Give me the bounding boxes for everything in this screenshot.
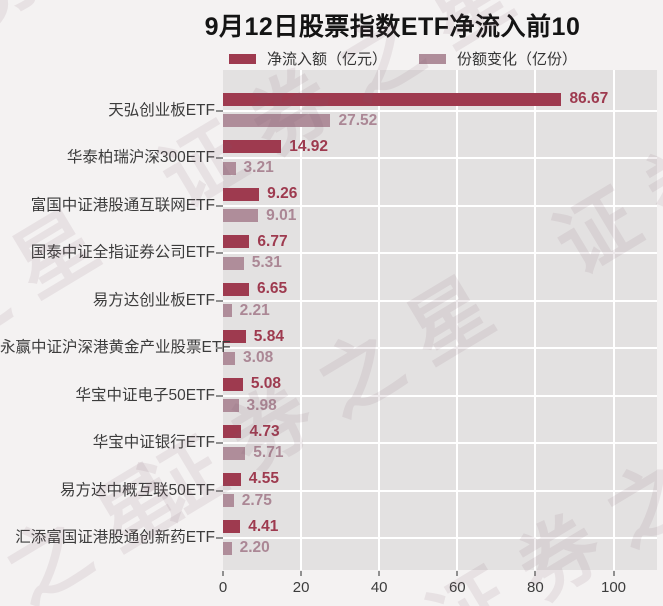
bar-share-change [223,161,236,175]
bar-value-net-inflow: 6.65 [256,280,288,297]
bar-share-change [223,541,232,555]
gridline-horizontal [223,252,657,255]
bar-share-change [223,114,331,127]
y-tick-mark [216,204,223,207]
category-label: 汇添富国证港股通创新药ETF [15,529,215,547]
bar-value-share-change: 3.21 [243,159,274,176]
y-tick-mark [216,252,223,255]
x-tick-label: 80 [527,579,544,596]
bar-value-net-inflow: 4.73 [249,422,280,440]
bar-value-net-inflow: 86.67 [569,90,609,107]
bar-value-share-change: 2.20 [239,539,270,556]
bar-net-inflow [223,235,250,248]
bar-net-inflow [223,140,282,153]
bar-value-net-inflow: 6.77 [257,232,288,250]
category-label: 华泰柏瑞沪深300ETF [66,149,215,167]
gridline-vertical [534,70,537,570]
bar-value-net-inflow: 4.55 [248,470,279,487]
y-tick-mark [216,157,223,160]
gridline-vertical [456,70,459,570]
y-tick-mark [216,347,223,350]
x-tick-mark [300,571,303,576]
bar-value-net-inflow: 4.41 [248,517,279,535]
bar-share-change [223,304,232,317]
x-tick-label: 60 [448,579,466,596]
bar-value-share-change: 3.98 [246,396,277,414]
bar-share-change [223,399,239,412]
legend-item-share-change: 份额变化（亿份） [419,48,577,69]
bar-net-inflow [223,92,562,106]
y-tick-mark [216,299,223,302]
bar-share-change [223,256,244,270]
gridline-vertical [378,70,381,570]
legend-label-share-change: 份额变化（亿份） [457,51,578,68]
x-tick-mark [534,571,537,576]
bar-share-change [223,209,259,222]
y-tick-mark [216,394,223,397]
x-tick-label: 100 [600,579,627,596]
bar-net-inflow [223,472,241,486]
bar-share-change [223,446,246,460]
bar-value-net-inflow: 9.26 [267,185,298,202]
y-tick-mark [216,109,223,112]
net-inflow-swatch-icon [229,53,256,64]
bar-net-inflow [223,187,260,201]
bar-value-share-change: 2.21 [239,301,270,319]
gridline-horizontal [223,204,657,207]
category-label: 富国中证港股通互联网ETF [30,196,215,214]
gridline-horizontal [223,157,657,160]
legend-item-net-inflow: 净流入额（亿元） [229,48,387,69]
gridline-horizontal [223,537,657,540]
bar-net-inflow [223,282,249,296]
y-tick-mark [216,537,223,540]
category-label: 永赢中证沪深港黄金产业股票ETF [0,339,231,357]
gridline-horizontal [223,347,657,350]
category-label: 易方达中概互联50ETF [59,481,215,499]
x-tick-label: 20 [292,579,310,596]
bar-value-net-inflow: 14.92 [289,137,329,155]
category-axis: 天弘创业板ETF 华泰柏瑞沪深300ETF 富国中证港股通互联网ETF 国泰中证全指证… [0,70,231,570]
gridline-horizontal [223,299,657,302]
x-tick-label: 40 [370,579,388,596]
bar-net-inflow [223,425,242,438]
bar-share-change [223,351,236,365]
chart-title: 9月12日股票指数ETF净流入前10 [204,13,581,41]
plot-area: 86.67 27.52 14.92 3.21 9.26 9.01 6.77 5.31 6.65 2… [223,70,657,570]
gridline-vertical [612,70,615,570]
x-tick-mark [222,571,224,576]
legend-label-net-inflow: 净流入额（亿元） [267,51,388,68]
x-tick-label: 0 [218,579,228,596]
category-label: 华宝中证银行ETF [92,434,215,452]
bar-value-share-change: 5.31 [251,254,282,271]
category-label: 国泰中证全指证券公司ETF [30,244,215,262]
category-label: 华宝中证电子50ETF [75,386,215,404]
bar-share-change [223,494,234,507]
legend: 净流入额（亿元） 份额变化（亿份） [229,48,577,69]
gridline-horizontal [223,394,657,397]
y-tick-mark [216,442,223,445]
gridline-horizontal [223,442,657,445]
bar-value-share-change: 9.01 [266,206,297,224]
bar-value-net-inflow: 5.84 [253,327,284,345]
category-label: 天弘创业板ETF [108,101,215,119]
bar-value-share-change: 2.75 [241,491,272,509]
bar-value-share-change: 27.52 [338,111,378,129]
x-tick-mark [612,571,615,576]
category-label: 易方达创业板ETF [92,291,215,309]
bar-net-inflow [223,377,243,391]
bar-net-inflow [223,520,241,533]
bar-net-inflow [223,330,246,343]
bar-value-share-change: 3.08 [243,349,274,366]
bar-value-share-change: 5.71 [253,444,284,461]
y-tick-mark [216,489,223,492]
bar-value-net-inflow: 5.08 [250,375,281,392]
x-tick-mark [456,571,459,576]
gridline-horizontal [223,489,657,492]
gridline-vertical [300,70,303,570]
share-change-swatch-icon [419,53,447,64]
x-tick-mark [378,571,381,576]
gridline-horizontal [223,109,657,112]
